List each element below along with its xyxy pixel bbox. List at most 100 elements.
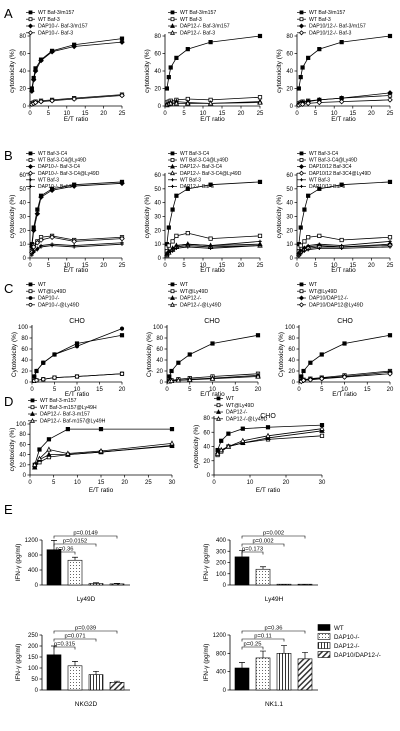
point-marker-diamond [298,302,305,308]
y-tick-label: 10 [286,242,293,248]
point-marker-square [28,17,33,22]
point-marker-square [299,158,304,162]
y-tick-label: 40 [19,453,26,459]
bar-3 [109,681,125,691]
error-bar-3 [114,582,120,584]
point-marker-plus [306,248,310,252]
y-tick-label: 60 [286,173,293,179]
legend-label: DAP10/12-/- Baf-3 [309,30,351,36]
point-marker-square [308,360,313,365]
point-marker-square [208,236,213,241]
point-marker-square [299,151,304,156]
line-chart-6: 0 5 10 15 20 0 20 40 60 80 100 E/T ratio Cytotoxicit… [11,282,126,398]
point-marker-square [339,182,344,187]
y-tick-label: 30 [19,215,26,221]
x-tick-label: 20 [283,480,290,486]
legend-label: WT [180,282,189,288]
point-marker-square [299,10,304,15]
point-marker-square [170,10,175,15]
x-tick-label: 15 [82,111,89,117]
y-tick-label: 0 [35,688,39,694]
x-tick-label: 10 [200,263,207,269]
legend-swatch-3 [317,651,331,658]
point-marker-square [176,360,181,365]
x-tick-label: 15 [364,387,371,393]
y-tick-label: 40 [19,201,26,207]
point-marker-triangle [218,446,224,453]
y-tick-label: 250 [28,633,39,639]
legend-label: DAP12-/- Baf-3 [180,184,214,190]
point-marker-plus [258,239,262,244]
point-marker-triangle [216,415,221,421]
legend-label: WT Baf-3 [38,17,60,23]
line-chart-3: 0 5 10 15 20 25 0 10 20 30 40 50 60 E/T ratio cytotoxi… [9,151,126,274]
y-tick-label: 100 [16,422,27,428]
point-marker-diamond [30,244,37,250]
point-marker-plus [29,178,32,182]
point-marker-square [208,40,213,45]
x-tick-label: 0 [297,387,301,393]
point-marker-plus [186,245,190,249]
y-tick-label: 100 [18,325,29,331]
point-marker-circle [52,375,57,380]
point-marker-diamond [298,30,305,36]
point-marker-circle [28,296,33,300]
series-line-2 [298,92,391,105]
bar-2 [88,583,104,586]
point-marker-square [226,431,231,436]
series-line-1 [298,95,391,104]
y-tick-label: 0 [158,104,162,110]
legend-swatch-1 [317,633,331,640]
point-marker-square [167,374,172,379]
legend-label: WT [38,282,47,288]
line-chart-8: 0 5 10 15 20 0 20 40 60 80 100 E/T ratio Cytotoxicit… [278,282,394,398]
legend-label: WT Baf-3-C4@Ly49D [38,158,87,164]
point-marker-triangle [32,464,38,470]
error-bar-1 [72,661,78,666]
point-marker-triangle [173,100,180,106]
point-marker-square [257,179,263,185]
x-axis-label: E/T ratio [64,116,89,123]
point-marker-square [302,239,307,244]
point-marker-plus [388,239,392,244]
legend-label: DAP10-/-@Ly49D [38,302,80,308]
y-axis-label: Cytotoxicity (%) [146,332,153,377]
legend-label: DAP10-/- Baf-3-C4 [38,164,80,170]
error-bar-1 [260,650,266,658]
legend-label: DAP10/12 Baf-3C4@Ly49D [309,171,371,177]
p-bracket-2 [241,551,264,555]
legend-label: WT [309,282,318,288]
point-marker-diamond [49,187,55,193]
legend-label: DAP12-/- [180,296,202,302]
point-marker-square [185,230,190,236]
point-marker-square [300,65,305,70]
bar-2 [276,653,292,691]
point-marker-plus [258,243,262,248]
point-marker-square [98,426,104,432]
line-chart-10: 0 10 20 30 0 20 40 60 80 E/T ratio cytotoxicity (%… [193,396,326,494]
x-tick-label: 25 [119,263,126,269]
legend-label: DAP12-/-@Ly49D [226,416,268,422]
legend-label: DAP12-/- Baf-3-m157 [40,412,90,418]
x-tick-label: 25 [257,263,264,269]
point-marker-triangle [170,23,175,28]
p-value-label: p=0.0152 [63,539,87,545]
point-marker-triangle [98,447,104,454]
x-tick-label: 15 [219,263,226,269]
bar-chart-13: 0 50 100 150 200 250 IFN-γ (pg/ml) NKG2D p=0.039… [15,626,130,708]
y-tick-label: 40 [156,358,163,364]
y-tick-label: 60 [203,430,210,436]
x-tick-label: 10 [247,480,254,486]
x-tick-label: 15 [82,263,89,269]
legend-label: DAP12-/- Baf-3/m157 [180,24,230,30]
y-axis-label: Cytotoxicity (%) [11,332,18,377]
p-bracket-0 [241,630,306,634]
point-marker-diamond [38,98,44,105]
y-tick-label: 80 [154,34,161,40]
point-marker-plus [300,178,303,182]
point-marker-diamond [71,238,77,245]
point-marker-square [317,47,322,52]
y-tick-label: 100 [285,325,296,331]
x-axis-label: E/T ratio [65,391,90,398]
